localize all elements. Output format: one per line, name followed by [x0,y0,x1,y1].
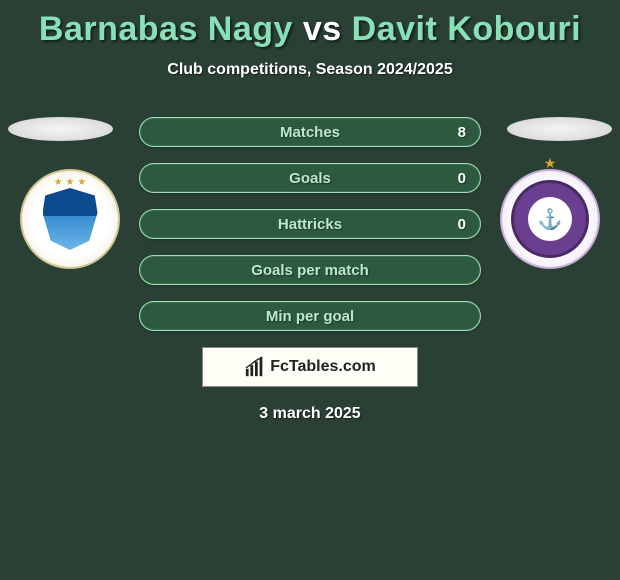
stat-bars: Matches 8 Goals 0 Hattricks 0 Goals per match M… [139,117,481,331]
stat-bar: Hattricks 0 [139,209,481,239]
date-label: 3 march 2025 [0,405,620,423]
stat-value-right: 0 [458,170,466,187]
stat-label: Hattricks [278,216,342,233]
badge-ring-icon: ⚓ [511,180,589,258]
content-area: ★ ★ ★ ★ ⚓ Matches8Goals0Hattricks0Goals … [0,117,620,387]
player1-silhouette [8,117,113,141]
player2-silhouette [507,117,612,141]
star-icon: ★ [502,155,598,172]
stat-bar: Goals 0 [139,163,481,193]
page-title: Barnabas Nagy vs Davit Kobouri [0,0,620,49]
title-player2: Davit Kobouri [352,10,581,48]
stat-label: Matches [280,124,340,141]
stat-label: Min per goal [266,308,354,325]
chart-icon [244,356,266,378]
stat-bar: Matches 8 [139,117,481,147]
watermark: FcTables.com [202,347,418,387]
watermark-text: FcTables.com [270,358,376,376]
stat-bar: Goals per match [139,255,481,285]
subtitle: Club competitions, Season 2024/2025 [0,61,620,79]
stat-label: Goals per match [251,262,369,279]
club-logo-right: ★ ⚓ [500,169,600,269]
stat-value-right: 8 [458,124,466,141]
title-vs: vs [293,10,352,48]
star-icon: ★ ★ ★ [22,177,118,188]
title-player1: Barnabas Nagy [39,10,293,48]
club-logo-left: ★ ★ ★ [20,169,120,269]
stat-bar: Min per goal [139,301,481,331]
shield-icon [43,188,98,250]
stat-label: Goals [289,170,331,187]
anchor-icon: ⚓ [528,197,572,241]
stat-value-right: 0 [458,216,466,233]
